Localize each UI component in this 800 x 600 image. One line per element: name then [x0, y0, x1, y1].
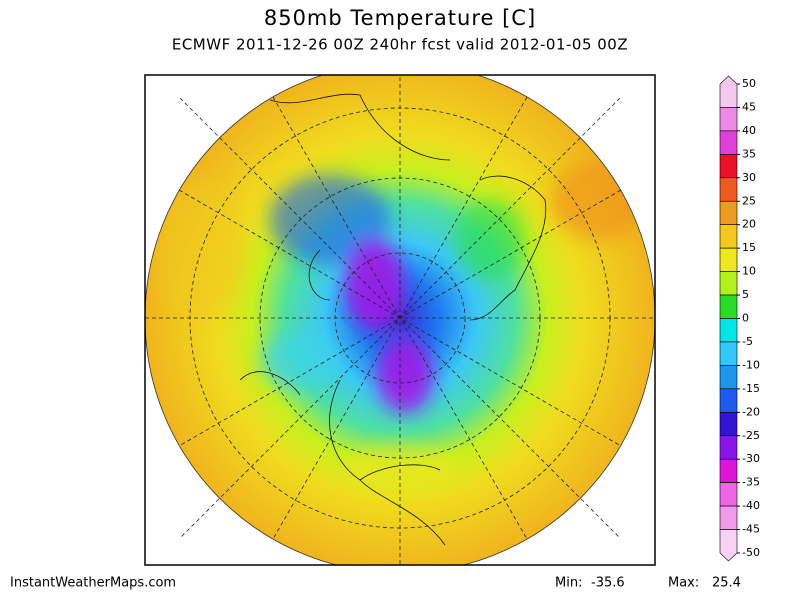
colorbar-label: -50 — [742, 546, 760, 559]
map-frame — [144, 74, 656, 566]
colorbar-segment — [719, 130, 738, 155]
colorbar-segment — [719, 388, 738, 413]
colorbar-label: 25 — [742, 194, 756, 207]
colorbar-segment — [719, 247, 738, 272]
colorbar-segment — [719, 318, 738, 343]
colorbar-label: 30 — [742, 171, 756, 184]
colorbar-label: 10 — [742, 265, 756, 278]
subtitle: ECMWF 2011-12-26 00Z 240hr fcst valid 20… — [172, 36, 628, 54]
colorbar: 50454035302520151050-5-10-15-20-25-30-35… — [719, 75, 760, 562]
colorbar-label: 40 — [742, 124, 756, 137]
colorbar-segment — [719, 435, 738, 460]
colorbar-segment — [719, 294, 738, 319]
colorbar-label: -25 — [742, 429, 760, 442]
map-area — [145, 75, 655, 565]
temperature-disc — [145, 75, 655, 565]
site-label: InstantWeatherMaps.com — [10, 576, 176, 591]
colorbar-label: 45 — [742, 100, 756, 113]
colorbar-segment — [719, 75, 738, 108]
colorbar-label: 50 — [742, 77, 756, 90]
colorbar-segment — [719, 458, 738, 483]
colorbar-segment — [719, 529, 738, 562]
colorbar-label: -40 — [742, 499, 760, 512]
colorbar-segment — [719, 200, 738, 226]
colorbar-segment — [719, 341, 738, 366]
colorbar-segment — [719, 107, 738, 132]
colorbar-segment — [719, 271, 738, 296]
colorbar-label: 15 — [742, 241, 756, 254]
colorbar-label: -45 — [742, 523, 760, 536]
colorbar-label: -30 — [742, 452, 760, 465]
colorbar-label: -5 — [742, 335, 753, 348]
title: 850mb Temperature [C] — [264, 6, 536, 30]
colorbar-segment — [719, 482, 738, 507]
colorbar-label: 0 — [742, 312, 749, 325]
colorbar-label: -10 — [742, 358, 760, 371]
max-value: 25.4 — [712, 576, 741, 591]
graticule — [145, 75, 655, 565]
colorbar-label: 35 — [742, 147, 756, 160]
min-label: Min: — [555, 576, 582, 591]
colorbar-label: -35 — [742, 476, 760, 489]
colorbar-segment — [719, 505, 738, 530]
colorbar-label: -20 — [742, 405, 760, 418]
colorbar-segment — [719, 154, 738, 179]
colorbar-segment — [719, 365, 738, 390]
colorbar-label: 5 — [742, 288, 749, 301]
colorbar-segment — [719, 224, 738, 249]
coastlines — [239, 93, 547, 546]
colorbar-segment — [719, 411, 738, 437]
colorbar-label: -15 — [742, 382, 760, 395]
colorbar-segment — [719, 177, 738, 202]
max-label: Max: — [668, 576, 699, 591]
colorbar-label: 20 — [742, 218, 756, 231]
min-value: -35.6 — [591, 576, 625, 591]
